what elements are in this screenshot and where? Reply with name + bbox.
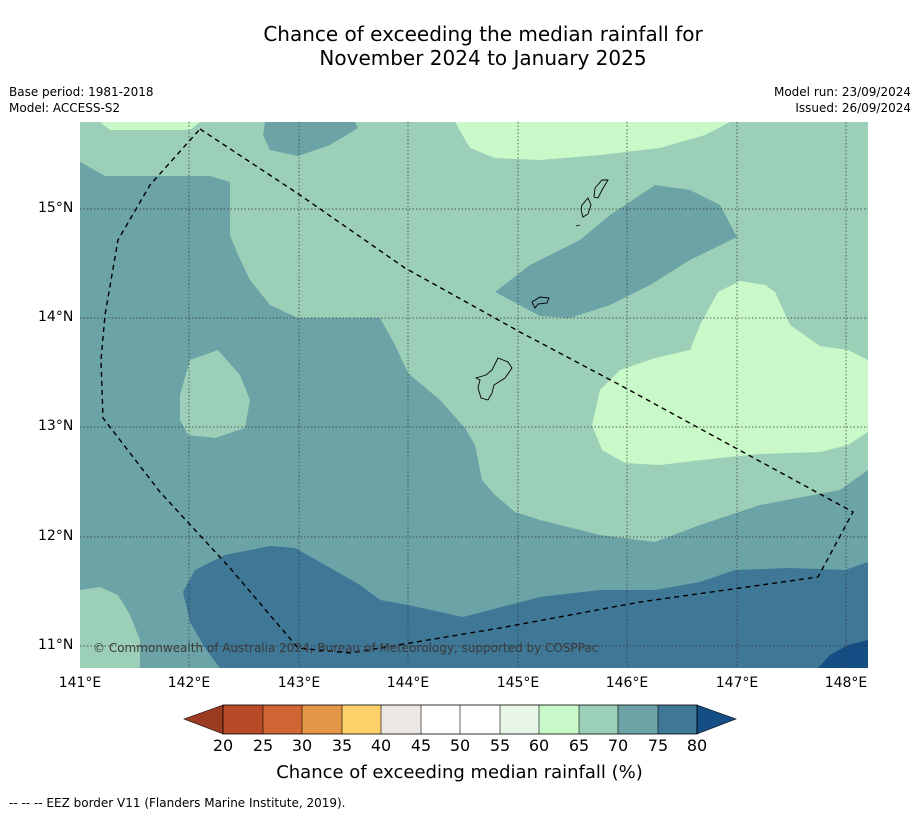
- lat-label-14: 14°N: [38, 309, 74, 325]
- region-60-65-north: [455, 122, 730, 160]
- colorbar-title: Chance of exceeding median rainfall (%): [276, 762, 643, 783]
- island-aguijan: [575, 224, 581, 227]
- colorbar-tick-75: 75: [647, 736, 669, 755]
- lon-label-144: 144°E: [386, 675, 430, 691]
- island-tinian: [580, 197, 592, 218]
- model-run: Model run: 23/09/2024: [773, 85, 911, 99]
- lon-label-148: 148°E: [824, 675, 868, 691]
- colorbar-tick-30: 30: [291, 736, 313, 755]
- lat-label-15: 15°N: [38, 200, 74, 216]
- region-65-70-southwest: [80, 587, 140, 668]
- title-line-1: Chance of exceeding the median rainfall …: [263, 22, 703, 46]
- colorbar-bin-40-45: [381, 705, 421, 734]
- region-80-plus-southeast: [818, 640, 868, 668]
- colorbar-tick-25: 25: [252, 736, 274, 755]
- colorbar-bin-30-35: [302, 705, 342, 734]
- island-saipan: [593, 179, 609, 199]
- lon-label-147: 147°E: [715, 675, 759, 691]
- lat-label-11: 11°N: [38, 637, 74, 653]
- colorbar-bin-70-75: [618, 705, 658, 734]
- graticule: [80, 122, 868, 668]
- region-70-75-saipan: [495, 185, 737, 318]
- islands: [474, 179, 609, 401]
- island-rota: [531, 296, 550, 309]
- colorbar-bin-45-50: [421, 705, 460, 734]
- lat-label-13: 13°N: [38, 418, 74, 434]
- colorbar-bin-65-70: [579, 705, 618, 734]
- meta-right: Model run: 23/09/2024 Issued: 26/09/2024: [774, 84, 911, 116]
- copyright-notice: © Commonwealth of Australia 2024, Bureau…: [93, 641, 599, 655]
- region-70-75-top: [263, 122, 358, 156]
- lon-label-146: 146°E: [605, 675, 649, 691]
- colorbar-tick-45: 45: [410, 736, 432, 755]
- colorbar-dividers: [262, 705, 659, 734]
- colorbar-tick-20: 20: [212, 736, 234, 755]
- issued-date: Issued: 26/09/2024: [795, 101, 911, 115]
- colorbar-extend-low: [183, 704, 224, 735]
- colorbar-bin-20-25: [223, 705, 263, 734]
- colorbar-tick-80: 80: [686, 736, 708, 755]
- colorbar-bin-75-80: [658, 705, 697, 734]
- island-guam: [474, 357, 513, 401]
- colorbar-tick-50: 50: [449, 736, 471, 755]
- model-name: Model: ACCESS-S2: [9, 101, 121, 115]
- map-area: [80, 122, 868, 668]
- colorbar-extend-high: [696, 704, 737, 735]
- colorbar-tick-60: 60: [528, 736, 550, 755]
- base-period: Base period: 1981-2018: [9, 85, 154, 99]
- region-60-65-northwest: [100, 122, 200, 130]
- colorbar-bin-35-40: [342, 705, 381, 734]
- lon-label-145: 145°E: [496, 675, 540, 691]
- region-65-70-west: [180, 350, 250, 438]
- colorbar-tick-40: 40: [370, 736, 392, 755]
- colorbar-tick-35: 35: [331, 736, 353, 755]
- meta-left: Base period: 1981-2018 Model: ACCESS-S2: [9, 84, 154, 116]
- colorbar-bin-50-55: [460, 705, 500, 734]
- colorbar-bin-55-60: [500, 705, 539, 734]
- colorbar: [183, 704, 737, 735]
- colorbar-tick-55: 55: [489, 736, 511, 755]
- region-75-80-south: [183, 546, 868, 668]
- lon-label-141: 141°E: [58, 675, 102, 691]
- region-60-65-east: [592, 281, 868, 465]
- lat-label-12: 12°N: [38, 528, 74, 544]
- colorbar-bin-60-65: [539, 705, 579, 734]
- colorbar-tick-65: 65: [568, 736, 590, 755]
- colorbar-bin-25-30: [263, 705, 302, 734]
- lon-label-142: 142°E: [167, 675, 211, 691]
- map-title: Chance of exceeding the median rainfall …: [0, 22, 919, 70]
- title-line-2: November 2024 to January 2025: [319, 46, 647, 70]
- colorbar-tick-70: 70: [607, 736, 629, 755]
- eez-legend-note: -- -- -- EEZ border V11 (Flanders Marine…: [9, 796, 346, 810]
- eez-border: [100, 128, 854, 654]
- lon-label-143: 143°E: [277, 675, 321, 691]
